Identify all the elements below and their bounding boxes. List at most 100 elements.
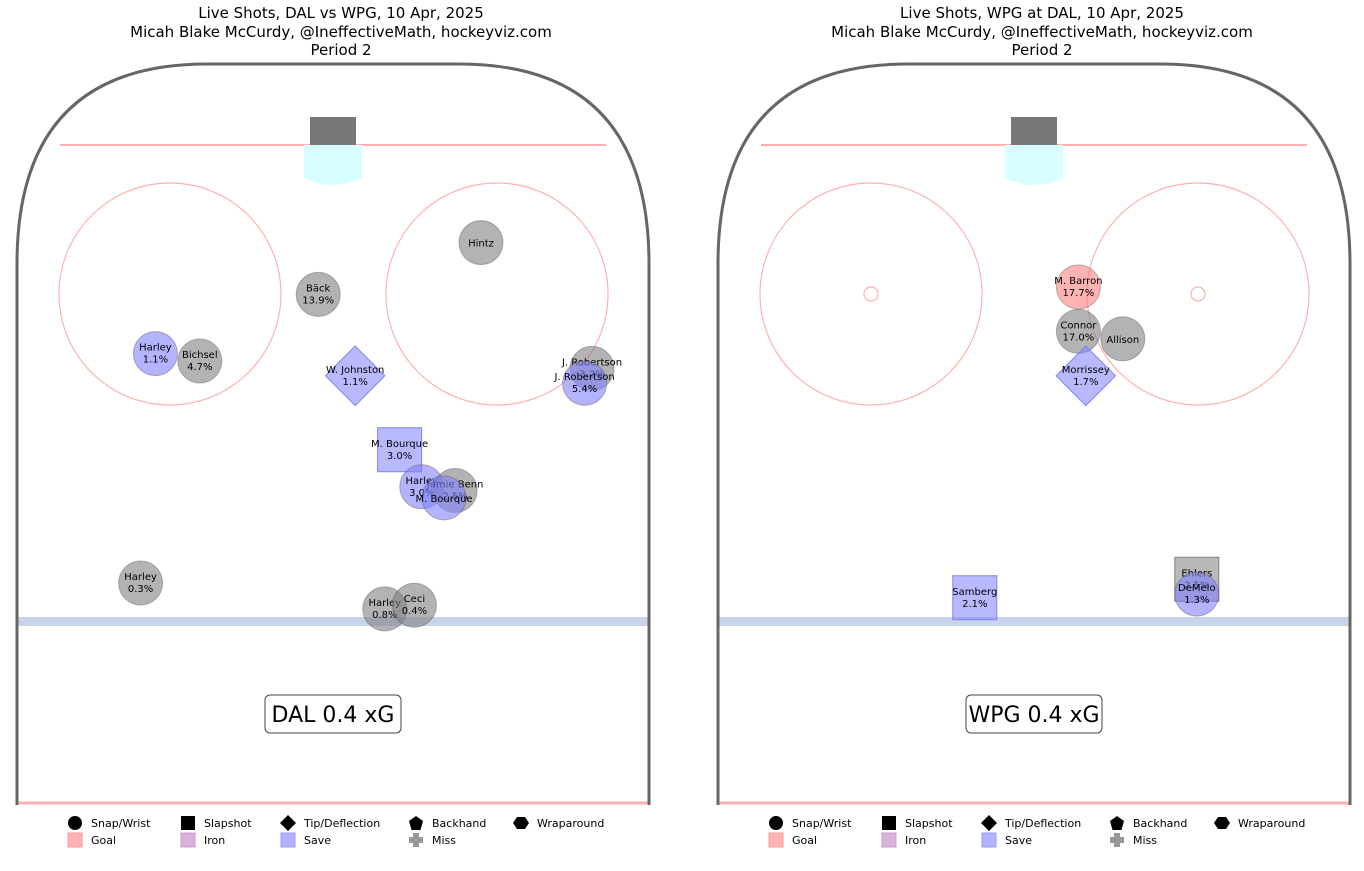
- swatch: [180, 832, 196, 848]
- shot-circle-mark: [118, 560, 164, 606]
- legend-label: Miss: [1133, 833, 1158, 847]
- rink-boards: [716, 62, 1352, 805]
- legend-label: Slapshot: [905, 816, 953, 830]
- legend-label: Tip/Deflection: [1005, 816, 1082, 830]
- shot-xg-label: 5.4%: [572, 384, 597, 395]
- circle-icon: [67, 815, 83, 831]
- faceoff-circle: [759, 182, 983, 406]
- shot-xg-label: 3.0%: [409, 488, 434, 499]
- shot-player-label: Samberg: [952, 587, 997, 598]
- legend-label: Tip/Deflection: [304, 816, 381, 830]
- shot-player-label: Bäck: [306, 283, 330, 294]
- shot-player-label: Hintz: [468, 239, 494, 250]
- legend-label: Backhand: [1133, 816, 1188, 830]
- circle-icon: [768, 815, 784, 831]
- shot-xg-label: 2.1%: [962, 599, 987, 610]
- xg-total-box: WPG 0.4 xG: [965, 694, 1103, 734]
- xg-total-box: DAL 0.4 xG: [264, 694, 402, 734]
- shot-square-mark: [952, 575, 998, 621]
- legend-item-miss: Miss: [408, 832, 456, 848]
- goal-crease: [304, 145, 362, 185]
- shot-diamond-mark: [1055, 345, 1117, 407]
- diamond-icon: [280, 815, 296, 831]
- legend-label: Goal: [91, 833, 117, 847]
- pentagon-icon: [408, 815, 424, 831]
- goal-net: [1011, 117, 1057, 145]
- square-icon: [881, 815, 897, 831]
- shot-diamond-mark: [324, 345, 386, 407]
- blue-line: [718, 617, 1350, 626]
- shot-player-label: Harley: [124, 572, 157, 583]
- shot-player-label: DeMelo: [1178, 583, 1216, 594]
- legend-item-goal: Goal: [67, 832, 116, 848]
- shot-marker: Hintz: [458, 220, 504, 266]
- shot-circle-mark: [458, 220, 504, 266]
- legend-item-hexagon: Wraparound: [1214, 815, 1305, 831]
- xg-total-label: WPG 0.4 xG: [968, 703, 1099, 728]
- legend-item-diamond: Tip/Deflection: [280, 815, 380, 831]
- shot-circle-mark: [1055, 264, 1101, 310]
- shot-circle-mark: [421, 475, 467, 521]
- legend-label: Save: [304, 833, 332, 847]
- shot-xg-label: 1.1%: [342, 377, 367, 388]
- xg-box-frame: [965, 694, 1103, 734]
- shot-player-label: Harley: [405, 476, 438, 487]
- legend-item-miss: Miss: [1109, 832, 1157, 848]
- shot-xg-label: 17.0%: [1063, 332, 1095, 343]
- faceoff-dot: [1190, 286, 1206, 302]
- legend-label: Snap/Wrist: [792, 816, 852, 830]
- shot-xg-label: 17.7%: [1063, 288, 1095, 299]
- legend-label: Backhand: [432, 816, 487, 830]
- legend-item-iron: Iron: [881, 832, 926, 848]
- faceoff-dot: [863, 286, 879, 302]
- shot-player-label: Harley: [368, 598, 401, 609]
- shot-circle-mark: [295, 271, 341, 317]
- shot-circle-mark: [562, 360, 608, 406]
- legend-item-circle: Snap/Wrist: [67, 815, 150, 831]
- legend-label: Wraparound: [1238, 816, 1306, 830]
- shot-circle-mark: [1174, 571, 1220, 617]
- shot-xg-label: 3.0%: [387, 451, 412, 462]
- hexagon-icon: [513, 815, 529, 831]
- shot-circle-mark: [391, 582, 437, 628]
- shot-player-label: Morrissey: [1062, 365, 1110, 376]
- chart-period: Period 2: [1011, 41, 1073, 59]
- shot-xg-label: 0.4%: [402, 606, 427, 617]
- shot-xg-label: 1.7%: [1073, 377, 1098, 388]
- shot-marker: Allison: [1100, 316, 1146, 362]
- legend-label: Snap/Wrist: [91, 816, 151, 830]
- shot-circle-mark: [177, 338, 223, 384]
- shot-player-label: Bichsel: [182, 350, 218, 361]
- goal-net: [310, 117, 356, 145]
- shot-marker: M. Bourque: [415, 475, 473, 521]
- chart-title: Live Shots, DAL vs WPG, 10 Apr, 2025: [198, 4, 484, 22]
- shot-player-label: W. Johnston: [326, 365, 384, 376]
- hexagon-icon: [1214, 815, 1230, 831]
- legend-item-hexagon: Wraparound: [513, 815, 604, 831]
- shot-player-label: J. Robertson: [554, 372, 615, 383]
- legend-label: Save: [1005, 833, 1033, 847]
- legend-label: Iron: [204, 833, 226, 847]
- legend-label: Goal: [792, 833, 818, 847]
- shot-player-label: Connor: [1060, 320, 1097, 331]
- legend-label: Wraparound: [537, 816, 605, 830]
- square-icon: [180, 815, 196, 831]
- shot-player-label: Allison: [1106, 335, 1139, 346]
- legend-item-square: Slapshot: [180, 815, 252, 831]
- xg-total-label: DAL 0.4 xG: [272, 703, 395, 728]
- swatch: [768, 832, 784, 848]
- legend-item-save: Save: [981, 832, 1032, 848]
- chart-subtitle: Micah Blake McCurdy, @IneffectiveMath, h…: [130, 23, 552, 41]
- shot-circle-mark: [132, 331, 178, 377]
- legend: Snap/Wrist Slapshot Tip/Deflection Backhand…: [701, 813, 1364, 853]
